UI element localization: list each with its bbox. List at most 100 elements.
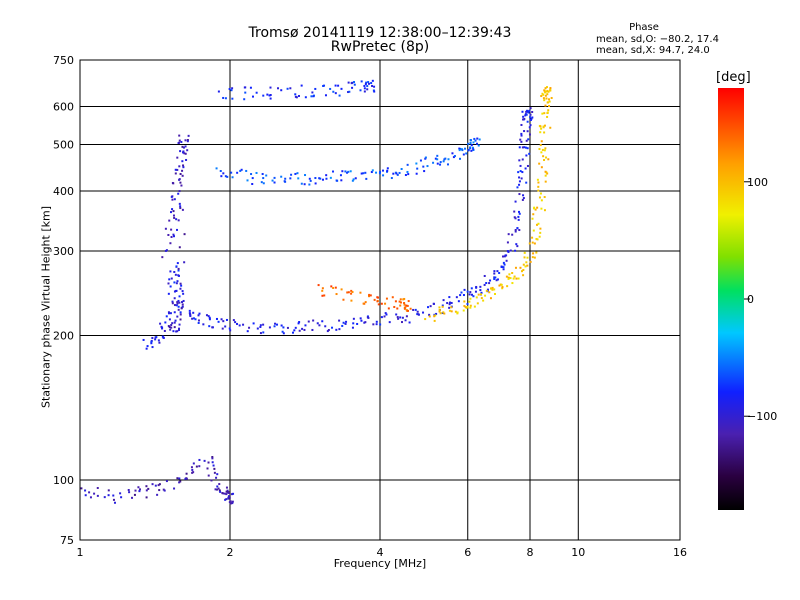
scatter-point (542, 125, 545, 128)
scatter-point (259, 332, 262, 335)
scatter-point (230, 89, 233, 92)
scatter-point (443, 312, 446, 315)
scatter-point (145, 489, 148, 492)
scatter-point (186, 140, 189, 143)
x-axis-label: Frequency [MHz] (333, 557, 427, 570)
scatter-point (338, 319, 341, 322)
scatter-point (540, 127, 543, 130)
scatter-point (464, 147, 467, 150)
scatter-point (387, 307, 390, 310)
scatter-point (162, 336, 165, 339)
scatter-point (309, 179, 312, 182)
scatter-point (450, 310, 453, 313)
scatter-point (289, 177, 292, 180)
scatter-point (470, 293, 473, 296)
scatter-point (225, 490, 228, 493)
scatter-point (282, 332, 285, 335)
scatter-point (480, 293, 483, 296)
scatter-point (324, 94, 327, 97)
scatter-point (469, 304, 472, 307)
scatter-point (351, 179, 354, 182)
colorbar (718, 88, 744, 510)
scatter-point (538, 235, 541, 238)
scatter-point (379, 323, 382, 326)
scatter-point (364, 301, 367, 304)
scatter-point (175, 282, 178, 285)
scatter-point (327, 329, 330, 332)
scatter-point (448, 303, 451, 306)
scatter-point (120, 496, 123, 499)
scatter-point (340, 87, 343, 90)
scatter-point (168, 278, 171, 281)
scatter-point (543, 89, 546, 92)
scatter-point (448, 296, 451, 299)
scatter-point (334, 286, 337, 289)
scatter-point (402, 298, 405, 301)
scatter-point (331, 326, 334, 329)
scatter-point (512, 277, 515, 280)
scatter-point (518, 212, 521, 215)
scatter-point (217, 487, 220, 490)
scatter-point (268, 94, 271, 97)
scatter-point (178, 202, 181, 205)
scatter-point (224, 175, 227, 178)
scatter-point (177, 305, 180, 308)
scatter-point (464, 306, 467, 309)
scatter-point (473, 305, 476, 308)
x-tick-label: 2 (227, 546, 234, 559)
scatter-point (276, 323, 279, 326)
scatter-point (465, 306, 468, 309)
scatter-point (539, 227, 542, 230)
scatter-point (416, 313, 419, 316)
scatter-point (337, 84, 340, 87)
scatter-point (365, 177, 368, 180)
scatter-point (395, 313, 398, 316)
scatter-point (176, 280, 179, 283)
scatter-point (414, 308, 417, 311)
x-tick-label: 8 (527, 546, 534, 559)
scatter-point (208, 318, 211, 321)
scatter-point (533, 206, 536, 209)
scatter-point (436, 154, 439, 157)
scatter-point (360, 172, 363, 175)
scatter-point (303, 183, 306, 186)
grid-lines (80, 60, 680, 540)
scatter-point (539, 231, 542, 234)
scatter-point (172, 182, 175, 185)
scatter-point (405, 315, 408, 318)
scatter-point (542, 97, 545, 100)
scatter-point (321, 294, 324, 297)
scatter-point (151, 483, 154, 486)
scatter-point (179, 318, 182, 321)
scatter-point (183, 152, 186, 155)
scatter-point (280, 175, 283, 178)
scatter-point (168, 312, 171, 315)
scatter-point (532, 229, 535, 232)
scatter-point (475, 296, 478, 299)
scatter-point (533, 242, 536, 245)
scatter-point (207, 461, 210, 464)
scatter-point (182, 299, 185, 302)
scatter-point (177, 192, 180, 195)
scatter-point (386, 169, 389, 172)
scatter-point (536, 206, 539, 209)
scatter-point (178, 323, 181, 326)
scatter-point (365, 81, 368, 84)
scatter-point (398, 171, 401, 174)
scatter-point (178, 178, 181, 181)
scatter-point (352, 322, 355, 325)
scatter-point (546, 101, 549, 104)
scatter-point (399, 301, 402, 304)
scatter-point (458, 147, 461, 150)
scatter-point (198, 458, 201, 461)
scatter-point (470, 144, 473, 147)
scatter-point (455, 296, 458, 299)
scatter-point (528, 242, 531, 245)
scatter-point (367, 82, 370, 85)
scatter-point (546, 89, 549, 92)
scatter-point (524, 167, 527, 170)
scatter-point (300, 84, 303, 87)
scatter-point (133, 493, 136, 496)
scatter-point (368, 293, 371, 296)
scatter-point (330, 285, 333, 288)
